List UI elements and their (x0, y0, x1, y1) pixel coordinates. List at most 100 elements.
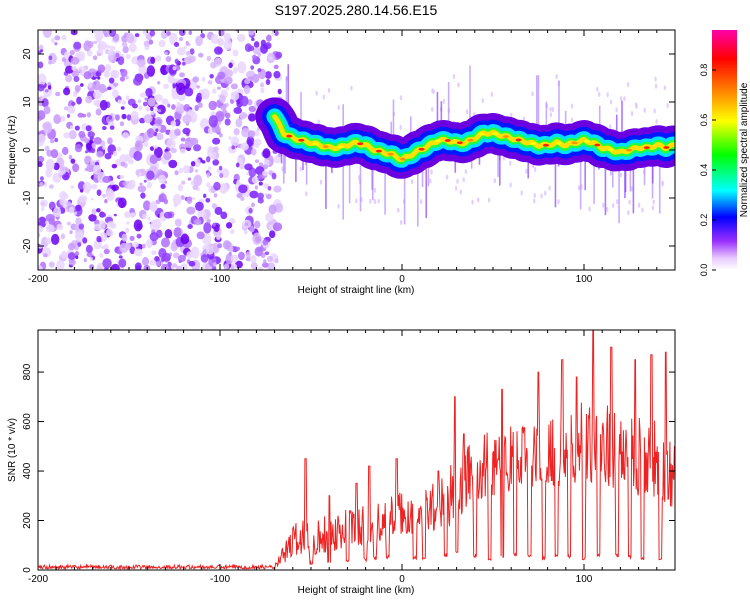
signal-speck (429, 178, 432, 184)
noise-speck (131, 103, 138, 109)
noise-speck (160, 183, 166, 189)
ridge-peak (663, 146, 670, 149)
noise-speck (155, 55, 162, 62)
noise-speck (264, 71, 272, 79)
noise-speck (83, 181, 92, 192)
noise-speck (261, 262, 269, 268)
noise-speck (172, 84, 176, 89)
noise-speck (80, 83, 84, 87)
noise-speck (273, 185, 282, 193)
noise-speck (258, 162, 264, 167)
noise-speck (44, 89, 49, 93)
noise-speck (196, 92, 203, 102)
noise-speck (73, 211, 77, 216)
noise-speck (40, 199, 48, 208)
noise-speck (247, 45, 255, 52)
noise-speck (125, 227, 130, 233)
noise-speck (50, 148, 59, 159)
noise-speck (266, 34, 272, 42)
noise-speck (182, 62, 186, 66)
noise-speck (45, 168, 53, 178)
noise-speck (100, 245, 105, 250)
noise-speck (193, 144, 202, 152)
noise-speck (69, 125, 74, 130)
noise-speck (273, 64, 279, 70)
noise-speck (50, 37, 56, 43)
noise-speck (268, 56, 273, 61)
noise-speck (77, 66, 87, 74)
ridge-peak (456, 141, 463, 145)
noise-speck (180, 195, 185, 200)
spectrogram-ytick-label: -20 (22, 238, 33, 253)
signal-speck (623, 96, 626, 102)
noise-speck (211, 203, 218, 209)
noise-speck (228, 136, 232, 140)
signal-speck (327, 87, 331, 93)
noise-speck (236, 246, 240, 251)
signal-speck (626, 82, 630, 88)
noise-speck (184, 137, 194, 149)
noise-speck (45, 159, 55, 171)
noise-speck (177, 184, 184, 192)
noise-speck (38, 133, 46, 145)
noise-speck (260, 87, 265, 94)
noise-speck (38, 244, 43, 249)
ridge-peak (322, 145, 329, 149)
noise-speck (201, 92, 208, 99)
noise-speck (112, 150, 118, 157)
signal-speck (531, 91, 534, 97)
noise-speck (143, 179, 147, 183)
noise-speck (60, 250, 68, 259)
noise-speck (174, 128, 181, 136)
noise-speck (206, 172, 211, 178)
colorbar: 0.0 0.2 0.4 0.6 0.8 Normalized spectral ampl… (699, 30, 750, 276)
noise-speck (219, 173, 224, 179)
noise-speck (184, 87, 194, 97)
noise-speck (126, 114, 132, 121)
noise-speck (94, 161, 100, 166)
snr-ytick-label: 400 (22, 462, 33, 479)
noise-speck (205, 156, 211, 163)
noise-speck (260, 43, 268, 54)
noise-speck (196, 85, 200, 89)
noise-speck (76, 96, 82, 105)
noise-speck (102, 193, 106, 198)
snr-ticks: -200 -100 0 100 0 200 400 600 800 (22, 330, 676, 585)
noise-speck (107, 86, 112, 91)
noise-speck (78, 194, 88, 203)
noise-speck (48, 261, 55, 268)
noise-speck (206, 55, 212, 62)
signal-speck (322, 94, 325, 100)
noise-speck (145, 238, 153, 249)
noise-speck (144, 97, 149, 101)
noise-speck (253, 41, 260, 48)
noise-speck (93, 80, 101, 91)
noise-speck (48, 52, 57, 64)
snr-frame (37, 329, 676, 571)
noise-speck (203, 222, 212, 234)
colorbar-gradient (712, 30, 737, 270)
noise-speck (119, 174, 125, 179)
noise-speck (218, 165, 223, 171)
noise-speck (223, 263, 230, 270)
noise-speck (118, 258, 127, 268)
noise-speck (56, 260, 65, 270)
noise-speck (178, 167, 184, 174)
noise-speck (235, 162, 240, 168)
noise-speck (75, 217, 82, 225)
noise-speck (147, 97, 156, 107)
signal-speck (555, 74, 558, 80)
noise-speck (146, 65, 156, 77)
noise-speck (101, 125, 107, 131)
ridge-peak (643, 146, 650, 150)
noise-speck (90, 197, 94, 201)
noise-speck (95, 94, 99, 99)
noise-speck (56, 223, 64, 231)
ridge-peak (607, 148, 614, 152)
noise-speck (117, 56, 125, 66)
noise-speck (45, 237, 52, 245)
noise-speck (266, 262, 275, 270)
noise-speck (239, 95, 249, 107)
ridge-peak (492, 132, 499, 136)
noise-speck (186, 206, 196, 215)
